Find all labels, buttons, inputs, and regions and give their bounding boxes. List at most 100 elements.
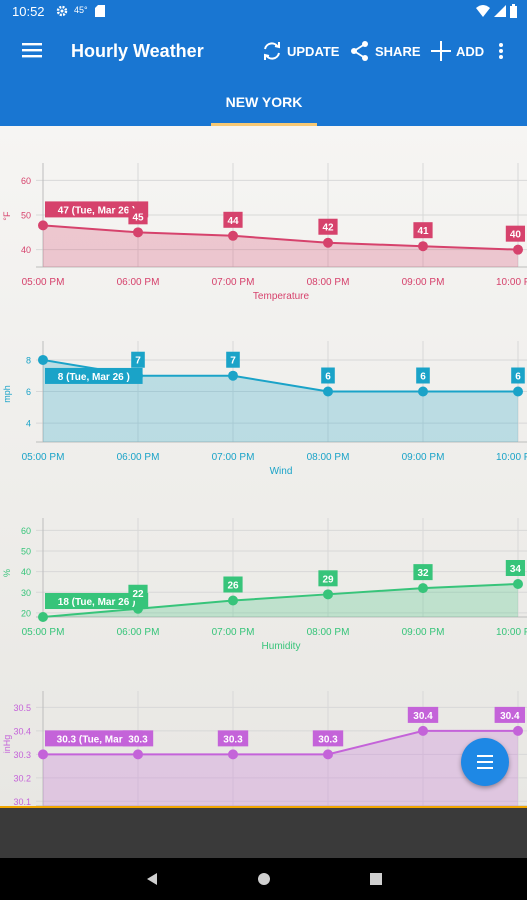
tab-new-york[interactable]: NEW YORK: [211, 76, 317, 126]
data-label: 44: [223, 211, 243, 228]
svg-text:6: 6: [325, 372, 331, 383]
svg-text:26: 26: [227, 581, 239, 592]
refresh-icon: [264, 42, 280, 60]
svg-text:30.3: 30.3: [318, 734, 338, 745]
status-bar: 10:52 45°: [0, 0, 527, 24]
tab-bar: NEW YORK: [0, 76, 527, 126]
share-label: SHARE: [375, 43, 421, 59]
tab-label: NEW YORK: [225, 94, 303, 110]
x-tick-label: 09:00 PM: [402, 627, 445, 638]
y-tick-label: 40: [21, 245, 31, 255]
x-tick-label: 10:00 PM: [496, 452, 527, 463]
x-tick-label: 05:00 PM: [22, 277, 65, 288]
x-tick-label: 06:00 PM: [117, 627, 160, 638]
cell-signal-icon: [494, 5, 506, 17]
app-title: Hourly Weather: [71, 41, 204, 61]
svg-text:22: 22: [132, 589, 144, 600]
update-button[interactable]: UPDATE: [261, 38, 339, 64]
y-tick-label: 30.2: [13, 773, 31, 783]
data-label: 26: [223, 576, 243, 593]
x-axis-label: Wind: [270, 466, 293, 477]
fab-menu-button[interactable]: [461, 738, 509, 786]
x-axis-label: Temperature: [253, 291, 310, 302]
svg-text:30.3: 30.3: [223, 734, 243, 745]
y-tick-label: 4: [26, 419, 31, 429]
x-tick-label: 08:00 PM: [307, 452, 350, 463]
share-button[interactable]: SHARE: [349, 38, 421, 64]
temperature-chart: 60 50 40 °F 47 (Tue, Mar 26 )45 44 42 41 40 05:00…: [2, 163, 527, 302]
svg-text:8 (Tue, Mar 26 ): 8 (Tue, Mar 26 ): [58, 372, 130, 383]
svg-text:47 (Tue, Mar 26 ): 47 (Tue, Mar 26 ): [58, 205, 136, 216]
data-label: 6: [511, 367, 525, 384]
y-tick-label: 20: [21, 608, 31, 618]
status-temperature: 45°: [74, 5, 88, 15]
x-tick-label: 07:00 PM: [212, 627, 255, 638]
y-tick-label: 30.5: [13, 703, 31, 713]
series-area: [43, 359, 518, 442]
humidity-chart: 60 50 40 30 20% 18 (Tue, Mar 26 )22 26 29 32 34 05…: [2, 518, 527, 652]
add-button[interactable]: ADD: [430, 38, 484, 64]
data-label: 7: [131, 351, 145, 368]
data-label: 45: [128, 208, 148, 225]
svg-text:40: 40: [510, 230, 522, 241]
data-point: [513, 579, 523, 589]
x-axis-label: Humidity: [262, 641, 301, 652]
series-area: [43, 225, 518, 267]
data-label: 47 (Tue, Mar 26 ): [45, 201, 149, 218]
back-icon[interactable]: [145, 872, 159, 886]
data-point: [418, 583, 428, 594]
series-line: [42, 583, 519, 618]
data-point: [228, 370, 238, 381]
data-point: [323, 237, 333, 248]
svg-text:44: 44: [227, 216, 239, 227]
svg-text:34: 34: [510, 564, 522, 575]
data-point: [323, 386, 333, 397]
data-point: [38, 612, 48, 622]
x-tick-label: 08:00 PM: [307, 627, 350, 638]
data-point: [38, 354, 48, 365]
data-label: 6: [321, 367, 335, 384]
series-area: [43, 584, 518, 617]
x-tick-label: 07:00 PM: [212, 277, 255, 288]
x-tick-label: 06:00 PM: [117, 277, 160, 288]
charts-scroll-area[interactable]: 60 50 40 °F 47 (Tue, Mar 26 ) 45 44 42 41 40 05:00…: [0, 126, 527, 806]
series-line: [42, 224, 519, 251]
data-label: 32: [413, 564, 433, 581]
tab-indicator: [211, 123, 317, 126]
svg-text:7: 7: [230, 356, 236, 367]
overflow-menu-icon[interactable]: [498, 42, 504, 60]
data-label: 34: [505, 560, 525, 576]
svg-text:45: 45: [132, 212, 144, 223]
data-point: [418, 241, 428, 252]
data-point: [228, 595, 238, 606]
wifi-icon: [476, 5, 490, 17]
data-label: 22: [128, 584, 148, 601]
x-tick-label: 10:00 PM: [496, 277, 527, 288]
data-point: [513, 725, 523, 736]
x-tick-label: 09:00 PM: [402, 277, 445, 288]
svg-text:32: 32: [417, 568, 429, 579]
series-area: [43, 730, 518, 806]
home-icon[interactable]: [257, 872, 271, 886]
y-tick-label: 50: [21, 547, 31, 557]
svg-text:30.4: 30.4: [500, 711, 520, 722]
update-label: UPDATE: [287, 43, 340, 59]
bottom-panel: [0, 806, 527, 860]
menu-icon[interactable]: [22, 42, 42, 58]
y-tick-label: 50: [21, 211, 31, 221]
series-line: [43, 729, 518, 756]
data-label: 7: [226, 351, 240, 368]
data-label: 8 (Tue, Mar 26 ): [45, 367, 143, 384]
data-label: 30.4: [407, 706, 439, 723]
weather-charts: 60 50 40 °F 47 (Tue, Mar 26 )45 44 42 41 40 05:00…: [2, 163, 527, 806]
svg-text:7: 7: [135, 356, 141, 367]
x-tick-label: 09:00 PM: [402, 452, 445, 463]
y-tick-label: 60: [21, 526, 31, 536]
y-tick-label: 30.3: [13, 750, 31, 760]
recents-icon[interactable]: [370, 873, 382, 885]
data-label: 6: [416, 367, 430, 384]
x-tick-label: 05:00 PM: [22, 627, 65, 638]
battery-icon: [510, 4, 517, 18]
wind-chart: 8 6 4 mph 8 (Tue, Mar 26 ) 7 7 6 6 6 05:00 PM 06:00…: [2, 341, 527, 477]
x-tick-label: 08:00 PM: [307, 277, 350, 288]
